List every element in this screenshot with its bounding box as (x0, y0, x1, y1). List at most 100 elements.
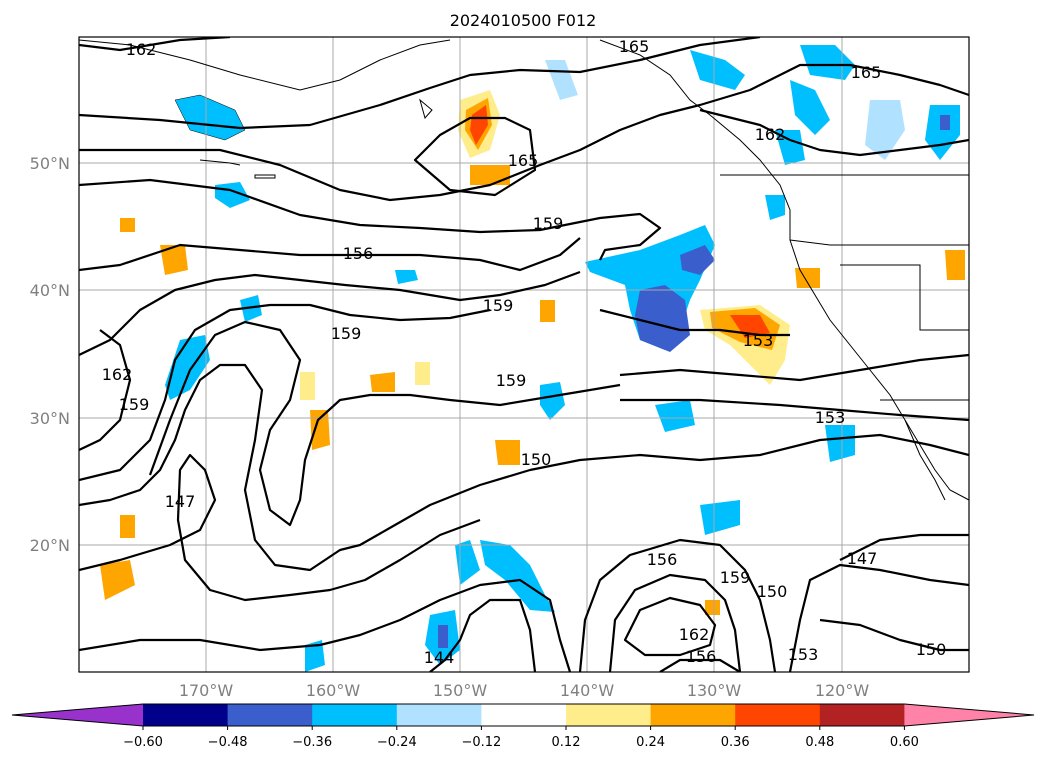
lon-label-170w: 170°W (179, 681, 234, 700)
shaded-fields (100, 45, 965, 672)
lon-label-160w: 160°W (306, 681, 361, 700)
colorbar-tick-label: −0.60 (123, 735, 163, 750)
shade-patch (300, 372, 315, 400)
shade-patch (165, 335, 210, 400)
shade-patch (120, 218, 135, 232)
colorbar-tick-label: −0.12 (461, 735, 501, 750)
shade-patch (765, 195, 785, 220)
contour-label: 165 (508, 151, 539, 170)
contour-label: 162 (102, 365, 133, 384)
colorbar-segment (312, 704, 398, 726)
lon-label-120w: 120°W (815, 681, 870, 700)
contour-label: 159 (331, 324, 362, 343)
lon-label-150w: 150°W (433, 681, 488, 700)
longitude-labels: 170°W 160°W 150°W 140°W 130°W 120°W (179, 681, 870, 700)
colorbar: −0.60 −0.48 −0.36 −0.24 −0.12 0.12 0.24 0.36 0.4… (11, 703, 1035, 750)
shade-patch (540, 300, 555, 322)
contour-label: 147 (847, 549, 878, 568)
colorbar-segment (143, 704, 229, 726)
shade-patch (655, 400, 695, 432)
shade-patch (635, 285, 690, 352)
colorbar-segment (396, 704, 482, 726)
colorbar-segment (227, 704, 313, 726)
contour-label: 162 (126, 40, 157, 59)
contour-label: 165 (619, 37, 650, 56)
colorbar-tick-label: 0.36 (721, 735, 750, 750)
shade-patch (795, 268, 820, 288)
shade-patch (800, 45, 855, 80)
contour-label: 156 (686, 647, 717, 666)
shade-patch (100, 560, 135, 600)
shade-patch (120, 515, 135, 538)
contour-label: 162 (755, 125, 786, 144)
shade-patch (160, 245, 188, 275)
contour-label: 159 (533, 214, 564, 233)
colorbar-tick-label: 0.60 (890, 735, 919, 750)
contour-label: 159 (496, 371, 527, 390)
shade-patch (310, 410, 330, 450)
lat-label-30n: 30°N (30, 409, 70, 428)
shade-patch (455, 540, 480, 585)
colorbar-segment (650, 704, 736, 726)
contour-label: 147 (165, 492, 196, 511)
shade-patch (730, 315, 770, 338)
shade-patch (174, 94, 246, 141)
shade-patch (495, 440, 520, 465)
shade-patch (305, 640, 325, 672)
map-title: 2024010500 F012 (450, 11, 597, 30)
shade-patch (825, 425, 855, 462)
colorbar-tick-label: 0.48 (805, 735, 834, 750)
colorbar-segment (566, 704, 652, 726)
contour-label: 162 (679, 625, 710, 644)
colorbar-tick-label: 0.12 (552, 735, 581, 750)
shade-patch (395, 270, 418, 284)
lat-label-50n: 50°N (30, 154, 70, 173)
shade-patch (480, 540, 555, 612)
shade-patch (680, 245, 715, 275)
shade-patch (865, 100, 905, 160)
contour-label: 159 (720, 568, 751, 587)
colorbar-extend-high (904, 704, 1034, 726)
latitude-labels: 50°N 40°N 30°N 20°N (30, 154, 70, 555)
contour-label: 153 (743, 331, 774, 350)
shade-patch (940, 115, 950, 130)
lon-label-140w: 140°W (560, 681, 615, 700)
map-frame (78, 36, 970, 673)
colorbar-tick-label: −0.24 (377, 735, 417, 750)
contour-label: 165 (851, 63, 882, 82)
contour-label: 153 (815, 408, 846, 427)
colorbar-segment (819, 704, 905, 726)
contour-label: 156 (343, 244, 374, 263)
shade-patch (705, 600, 720, 615)
height-contours (79, 37, 969, 672)
shade-patch (470, 105, 488, 145)
shade-patch (240, 295, 262, 322)
shade-patch (540, 382, 565, 420)
shade-patch (370, 372, 395, 392)
shade-patch (438, 625, 448, 648)
lon-label-130w: 130°W (687, 681, 742, 700)
shade-patch (790, 80, 830, 135)
contour-label: 150 (521, 450, 552, 469)
contour-label: 150 (757, 582, 788, 601)
colorbar-tick-label: −0.36 (292, 735, 332, 750)
colorbar-tick-label: −0.48 (208, 735, 248, 750)
shade-patch (945, 250, 965, 280)
shade-patch (470, 165, 510, 185)
colorbar-tick-label: 0.24 (636, 735, 665, 750)
shade-patch (690, 50, 745, 90)
lat-label-20n: 20°N (30, 536, 70, 555)
contour-label: 156 (647, 550, 678, 569)
shade-patch (415, 362, 430, 385)
lat-label-40n: 40°N (30, 281, 70, 300)
shade-patch (700, 500, 740, 535)
contour-label: 150 (916, 640, 947, 659)
colorbar-segment (481, 704, 567, 726)
contour-label: 153 (788, 645, 819, 664)
colorbar-segment (735, 704, 821, 726)
shade-patch (775, 130, 805, 165)
contour-label: 159 (483, 296, 514, 315)
contour-label: 159 (119, 395, 150, 414)
contour-label: 144 (424, 648, 455, 667)
